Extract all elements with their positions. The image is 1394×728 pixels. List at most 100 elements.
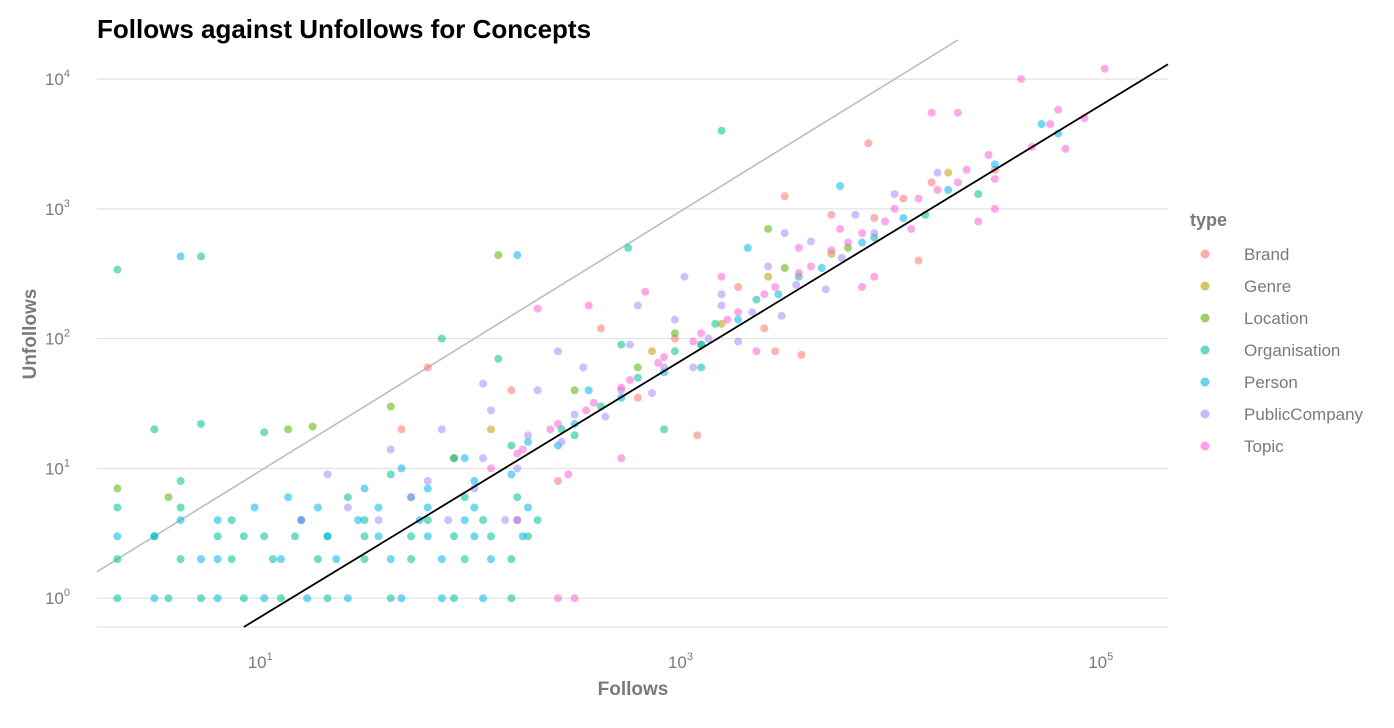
data-point [974, 217, 983, 226]
y-tick-exponent: 1 [64, 457, 70, 469]
data-point [501, 516, 510, 525]
data-point [176, 503, 185, 512]
data-point [323, 594, 332, 603]
data-point [837, 253, 846, 262]
data-point [533, 304, 542, 313]
fit-line [243, 63, 1169, 628]
data-point [734, 315, 743, 324]
data-point [487, 425, 496, 434]
series-topic [487, 64, 1109, 603]
data-point [933, 168, 942, 177]
legend-item-genre: Genre [1200, 277, 1291, 296]
data-point [507, 470, 516, 479]
data-point [953, 108, 962, 117]
data-point [570, 431, 579, 440]
data-point [513, 464, 522, 473]
legend-label: Location [1244, 309, 1308, 328]
data-point [397, 464, 406, 473]
data-point [680, 272, 689, 281]
data-point [487, 406, 496, 415]
data-point [984, 150, 993, 159]
data-point [518, 532, 527, 541]
data-point [437, 334, 446, 343]
data-point [570, 386, 579, 395]
data-point [844, 238, 853, 247]
data-point [764, 272, 773, 281]
data-point [899, 214, 908, 223]
data-point [797, 350, 806, 359]
data-point [332, 555, 341, 564]
y-tick-label: 103 [45, 198, 70, 219]
data-point [570, 410, 579, 419]
data-point [990, 174, 999, 183]
data-point [553, 594, 562, 603]
data-point [479, 516, 488, 525]
data-point [213, 516, 222, 525]
legend: type Brand Genre Location Organisation Perso… [1190, 210, 1364, 456]
data-point [113, 503, 122, 512]
data-point [239, 532, 248, 541]
data-point [268, 555, 277, 564]
data-point [470, 532, 479, 541]
data-point [748, 308, 757, 317]
data-point [487, 464, 496, 473]
data-point [113, 265, 122, 274]
data-point [780, 192, 789, 201]
data-point [553, 347, 562, 356]
data-point [260, 532, 269, 541]
y-tick-base: 10 [45, 330, 64, 349]
data-point [507, 594, 516, 603]
data-point [533, 516, 542, 525]
data-point [524, 431, 533, 440]
legend-item-publiccompany: PublicCompany [1200, 405, 1364, 424]
data-point [633, 393, 642, 402]
data-point [553, 419, 562, 428]
data-point [360, 516, 369, 525]
data-point [764, 262, 773, 271]
data-point [386, 445, 395, 454]
data-point [407, 532, 416, 541]
data-point [423, 503, 432, 512]
data-point [284, 493, 293, 502]
data-point [660, 425, 669, 434]
legend-label: Brand [1244, 245, 1289, 264]
data-point [423, 516, 432, 525]
data-point [507, 441, 516, 450]
data-point [633, 363, 642, 372]
data-point [260, 428, 269, 437]
data-point [524, 437, 533, 446]
data-point [792, 280, 801, 289]
data-point [113, 532, 122, 541]
data-point [313, 555, 322, 564]
data-point [276, 594, 285, 603]
data-point [760, 324, 769, 333]
data-point [914, 194, 923, 203]
data-point [386, 594, 395, 603]
legend-label: Topic [1244, 437, 1284, 456]
data-point [290, 532, 299, 541]
data-point [752, 347, 761, 356]
data-point [647, 389, 656, 398]
x-tick-exponent: 3 [687, 651, 693, 663]
data-point [601, 412, 610, 421]
data-point [374, 516, 383, 525]
data-point [150, 532, 159, 541]
data-point [407, 555, 416, 564]
data-point [213, 594, 222, 603]
series-publiccompany [297, 168, 942, 525]
data-point [196, 555, 205, 564]
data-point [717, 301, 726, 310]
data-point [323, 470, 332, 479]
data-point [196, 252, 205, 261]
data-point [1054, 105, 1063, 114]
data-point [579, 363, 588, 372]
data-point [487, 532, 496, 541]
legend-key [1200, 313, 1210, 323]
data-point [582, 406, 591, 415]
data-point [717, 319, 726, 328]
data-point [213, 532, 222, 541]
data-point [546, 425, 555, 434]
data-point [962, 165, 971, 174]
